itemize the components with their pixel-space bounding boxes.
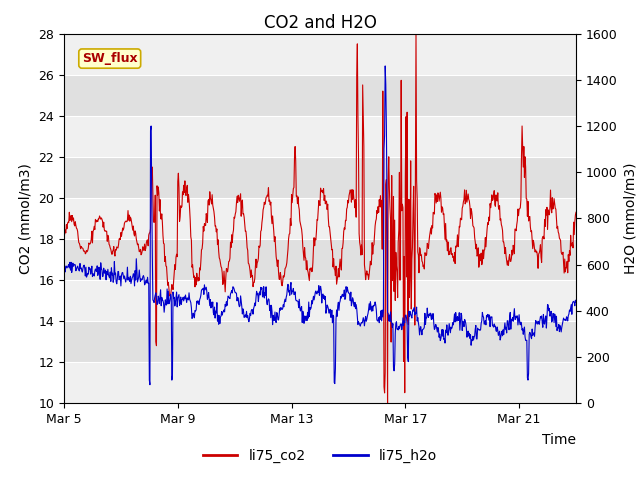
Bar bbox=[64, 116, 576, 157]
Text: SW_flux: SW_flux bbox=[82, 52, 138, 65]
Bar bbox=[64, 34, 576, 75]
Bar bbox=[64, 239, 576, 280]
Bar bbox=[64, 157, 576, 198]
Y-axis label: H2O (mmol/m3): H2O (mmol/m3) bbox=[623, 163, 637, 274]
Text: CO2 and H2O: CO2 and H2O bbox=[264, 14, 376, 33]
Bar bbox=[64, 198, 576, 239]
Bar bbox=[64, 362, 576, 403]
Bar bbox=[64, 75, 576, 116]
Bar bbox=[64, 280, 576, 321]
Legend: li75_co2, li75_h2o: li75_co2, li75_h2o bbox=[197, 443, 443, 468]
Y-axis label: CO2 (mmol/m3): CO2 (mmol/m3) bbox=[19, 163, 33, 274]
Bar bbox=[64, 321, 576, 362]
Text: Time: Time bbox=[542, 433, 576, 447]
